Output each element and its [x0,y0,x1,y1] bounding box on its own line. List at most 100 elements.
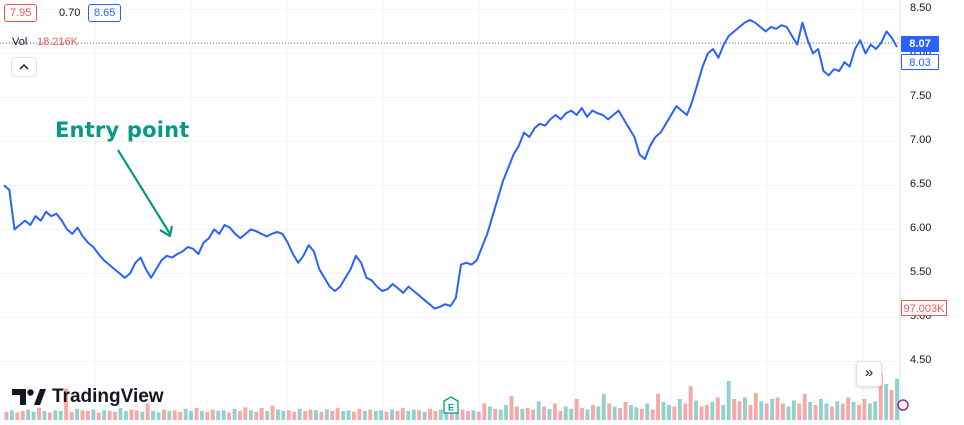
volume-bar [786,406,791,420]
volume-bar [276,409,280,420]
volume-bar [357,408,362,421]
volume-bar [194,408,199,420]
volume-bar [113,411,117,421]
volume-value: 18.216K [37,36,78,48]
scroll-to-realtime-button[interactable]: » [856,361,882,387]
header-change: 0.70 [59,7,81,19]
volume-bar [639,408,644,421]
last-price-tag: 8.07 [901,36,939,52]
volume-bar [743,397,747,420]
chart-grid [0,0,900,425]
y-tick-label: 8.50 [910,2,932,15]
volume-bar [20,411,25,420]
volume-bar [26,409,31,420]
volume-bar [775,397,780,420]
volume-bar [37,408,41,420]
volume-bar [47,412,52,420]
volume-bar [748,405,753,420]
collapse-legend-button[interactable] [11,57,37,77]
volume-bar [808,402,813,420]
volume-bar [216,411,221,420]
volume-bar [553,403,557,420]
volume-bar [504,405,508,420]
volume-bar [591,405,595,420]
volume-bar [75,408,79,421]
volume-bar [270,405,275,421]
volume-bar [428,408,432,421]
volume-bar [433,411,438,420]
volume-bar [857,405,861,420]
tradingview-logo[interactable]: TradingView [12,386,164,408]
volume-bar [346,410,351,421]
volume-label: Vol [12,36,28,48]
volume-bar [227,412,231,420]
volume-bar [650,409,655,420]
volume-bar [86,411,90,420]
volume-bar [618,408,622,420]
volume-bar [118,408,123,420]
volume-bar [15,412,20,420]
entry-point-annotation[interactable]: Entry point [55,118,190,142]
volume-bar [840,403,845,420]
volume-bar [819,399,823,420]
volume-bar [254,411,259,421]
volume-bar [753,393,758,420]
volume-bar [520,408,525,421]
earnings-badge[interactable]: E [443,396,459,414]
price-line-series [3,19,898,310]
volume-bar [677,399,682,420]
volume-bar [53,410,58,421]
chevron-up-icon [19,64,29,70]
volume-bar [422,411,427,421]
volume-bar [705,405,709,420]
volume-bar [710,402,715,420]
volume-bar [102,410,107,421]
volume-bar [764,403,769,420]
volume-bar [547,408,552,421]
volume-bar [672,406,677,420]
volume-bar [178,411,183,421]
volume-tag: 97.003K [901,300,947,316]
volume-bar [737,401,742,421]
volume-bar [373,411,378,420]
volume-bar [292,411,297,421]
y-tick-label: 7.00 [910,134,932,147]
volume-bar [286,410,291,421]
volume-bar [352,411,356,421]
volume-bar [232,408,237,421]
volume-bar [265,411,270,420]
volume-bar [476,411,481,421]
volume-bar [319,411,324,421]
volume-bar [889,390,894,420]
volume-bar [525,408,530,420]
volume-bar [612,406,617,420]
earnings-badge-text: E [448,403,454,413]
volume-bar [162,409,166,420]
prev-price-tag: 8.03 [901,54,939,70]
volume-bar [509,396,514,420]
header-value-low: 7.95 [4,4,38,22]
volume-bar [129,409,134,420]
volume-bar [64,388,69,420]
volume-bar [308,409,313,420]
volume-bar [878,373,883,420]
volume-bar [851,402,856,420]
volume-bar [802,393,807,421]
volume-bar [867,403,872,420]
volume-bar [770,399,775,420]
volume-bar [563,406,568,420]
volume-bar [531,409,536,420]
volume-bar [791,400,796,420]
volume-bar [324,409,329,420]
volume-bar [384,411,389,421]
y-tick-label: 6.50 [910,178,932,191]
volume-bar [466,411,470,420]
volume-bar [259,408,264,420]
volume-bar [238,411,242,420]
volume-bar [314,410,318,421]
volume-bar [438,409,443,420]
volume-bar [846,397,851,420]
volume-bar [411,409,416,420]
volume-bar [417,410,422,421]
